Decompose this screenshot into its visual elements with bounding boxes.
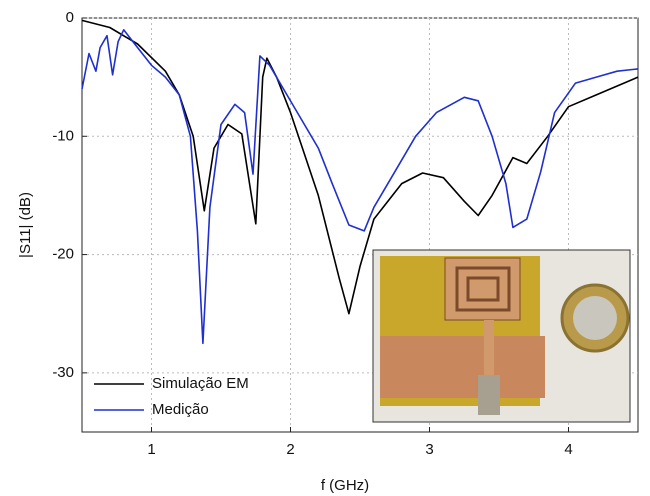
y-tick-label: 0 <box>66 9 74 26</box>
plot-area: 1 2 3 4 0 -10 -20 -30 Simulação EM Medição <box>52 9 639 458</box>
y-tick-label: -30 <box>52 364 74 381</box>
x-tick-label: 3 <box>425 441 433 458</box>
x-tick-label: 4 <box>564 441 572 458</box>
legend-label: Medição <box>152 401 209 418</box>
x-tick-label: 1 <box>147 441 155 458</box>
y-tick-label: -10 <box>52 127 74 144</box>
y-tick-label: -20 <box>52 246 74 263</box>
plot-frame <box>81 17 639 433</box>
series-line <box>81 19 639 315</box>
y-axis-label: |S11| (dB) <box>17 192 34 258</box>
series-line <box>81 29 639 345</box>
x-tick-label: 2 <box>286 441 294 458</box>
x-axis-label: f (GHz) <box>321 477 369 494</box>
inset-photo <box>372 249 631 423</box>
legend-label: Simulação EM <box>152 375 249 392</box>
